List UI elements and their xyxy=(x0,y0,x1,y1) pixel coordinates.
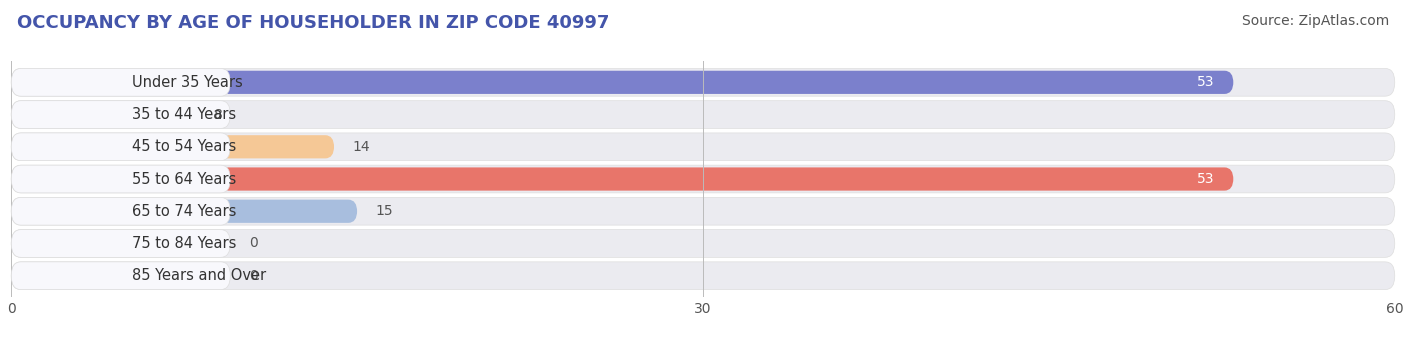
Text: 53: 53 xyxy=(1198,172,1215,186)
FancyBboxPatch shape xyxy=(11,229,231,257)
Text: 53: 53 xyxy=(1198,75,1215,89)
FancyBboxPatch shape xyxy=(11,197,1395,225)
FancyBboxPatch shape xyxy=(11,262,1395,290)
Text: 0: 0 xyxy=(249,237,257,251)
Text: 65 to 74 Years: 65 to 74 Years xyxy=(132,204,236,219)
FancyBboxPatch shape xyxy=(11,165,1395,193)
FancyBboxPatch shape xyxy=(11,133,231,161)
Text: 15: 15 xyxy=(375,204,394,218)
Text: Under 35 Years: Under 35 Years xyxy=(132,75,242,90)
FancyBboxPatch shape xyxy=(11,103,195,126)
FancyBboxPatch shape xyxy=(11,197,231,225)
FancyBboxPatch shape xyxy=(11,165,231,193)
Text: 8: 8 xyxy=(214,107,224,121)
Text: 85 Years and Over: 85 Years and Over xyxy=(132,268,266,283)
FancyBboxPatch shape xyxy=(11,71,1233,94)
Text: 14: 14 xyxy=(353,140,370,154)
FancyBboxPatch shape xyxy=(11,101,231,129)
FancyBboxPatch shape xyxy=(11,167,1233,191)
Text: 0: 0 xyxy=(249,269,257,283)
Text: 45 to 54 Years: 45 to 54 Years xyxy=(132,139,236,154)
FancyBboxPatch shape xyxy=(11,229,1395,257)
FancyBboxPatch shape xyxy=(11,199,357,223)
FancyBboxPatch shape xyxy=(11,69,231,96)
FancyBboxPatch shape xyxy=(11,135,335,159)
FancyBboxPatch shape xyxy=(11,101,1395,129)
Text: 35 to 44 Years: 35 to 44 Years xyxy=(132,107,236,122)
FancyBboxPatch shape xyxy=(11,133,1395,161)
Text: Source: ZipAtlas.com: Source: ZipAtlas.com xyxy=(1241,14,1389,28)
Text: 55 to 64 Years: 55 to 64 Years xyxy=(132,172,236,187)
FancyBboxPatch shape xyxy=(11,262,231,290)
Text: 75 to 84 Years: 75 to 84 Years xyxy=(132,236,236,251)
FancyBboxPatch shape xyxy=(11,69,1395,96)
Text: OCCUPANCY BY AGE OF HOUSEHOLDER IN ZIP CODE 40997: OCCUPANCY BY AGE OF HOUSEHOLDER IN ZIP C… xyxy=(17,14,609,32)
